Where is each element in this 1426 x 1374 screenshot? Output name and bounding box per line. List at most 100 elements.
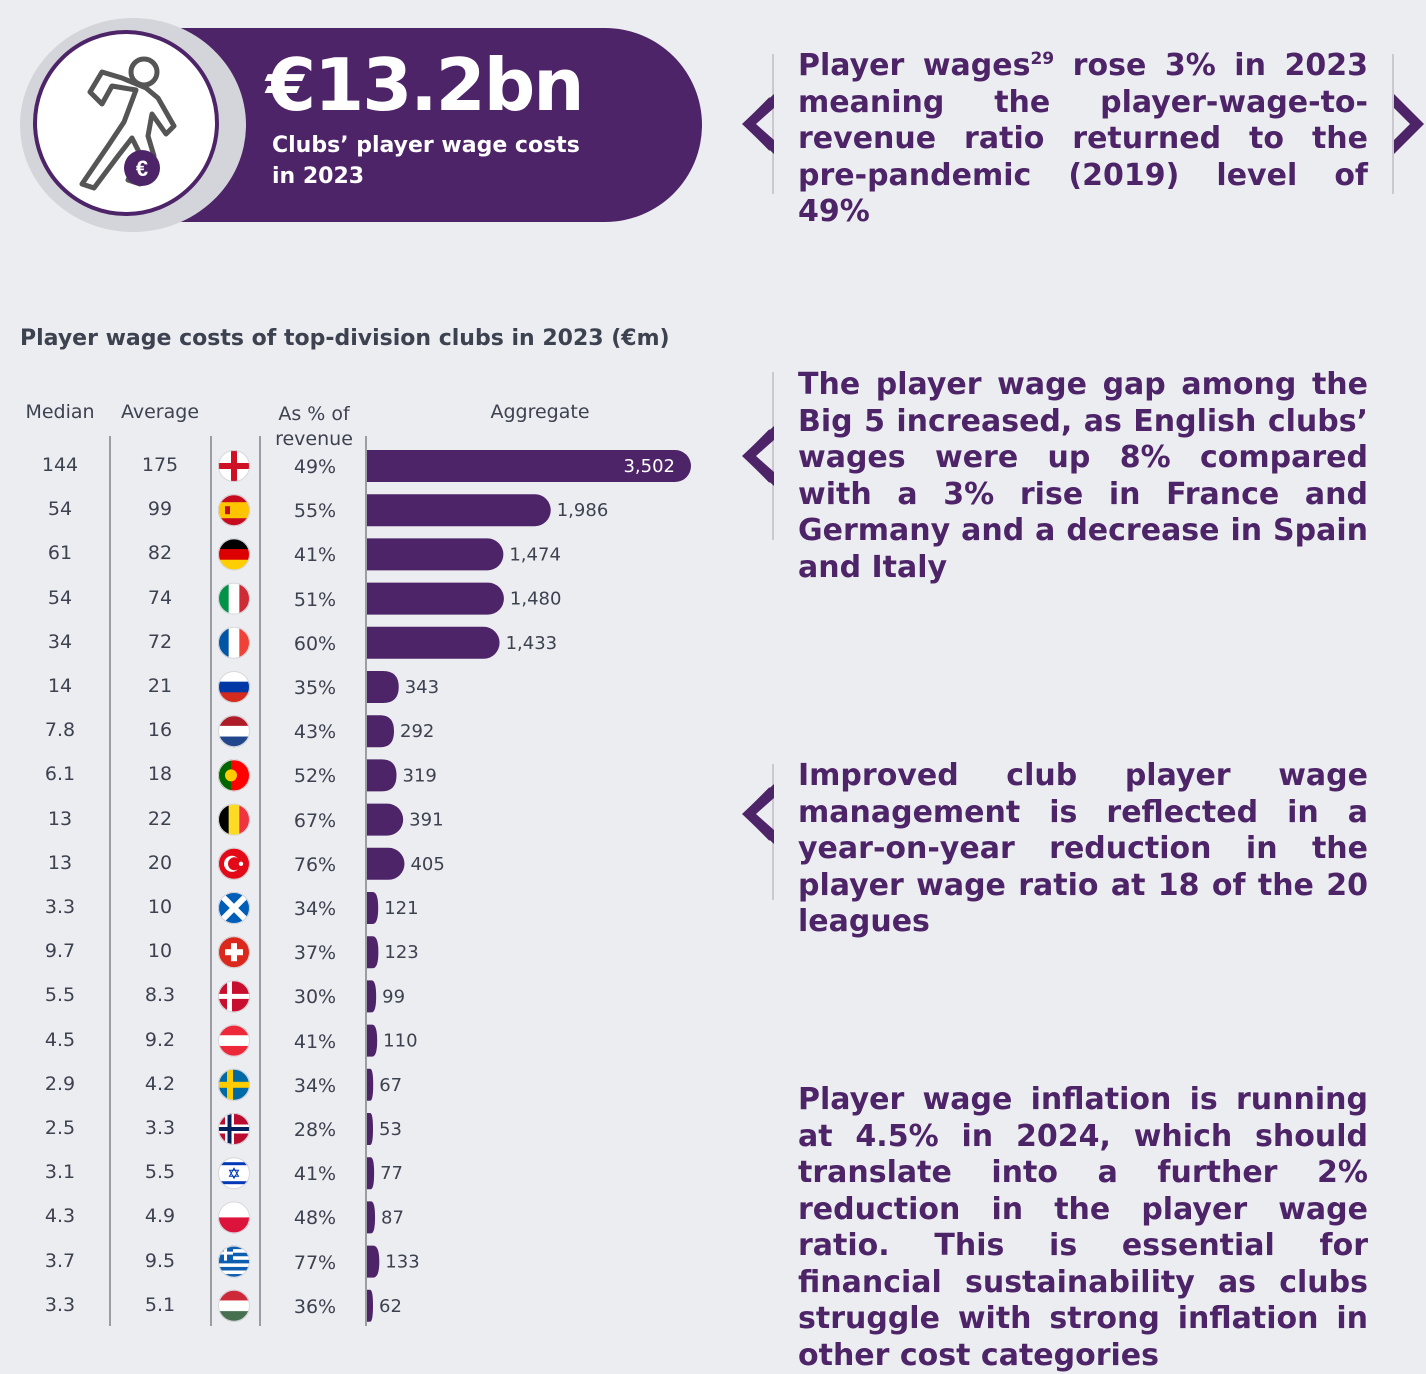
chevron-left-icon	[742, 94, 774, 154]
column-header-median: Median	[25, 401, 95, 423]
cell-average: 9.2	[144, 1028, 176, 1051]
hero-label: Clubs’ player wage costs in 2023	[272, 133, 580, 189]
svg-text:€: €	[136, 156, 148, 181]
aggregate-bar	[367, 715, 395, 748]
bar-value-label: 1,986	[557, 500, 609, 521]
cell-pct: 28%	[293, 1119, 337, 1141]
greece-flag-icon	[218, 1245, 250, 1278]
poland-flag-icon	[218, 1201, 250, 1234]
cell-median: 7.8	[44, 719, 76, 742]
bar-value-label: 121	[384, 898, 418, 919]
cell-pct: 35%	[293, 677, 337, 699]
cell-average: 16	[147, 719, 173, 742]
aggregate-bar	[367, 1024, 378, 1057]
bar-value-label: 53	[379, 1119, 402, 1140]
aggregate-bar	[367, 626, 500, 659]
bar-value-label: 67	[379, 1075, 402, 1096]
cell-average: 21	[147, 675, 173, 697]
france-flag-icon	[218, 626, 250, 659]
israel-flag-icon	[218, 1157, 250, 1190]
aggregate-bar	[367, 803, 404, 836]
cell-pct: 41%	[293, 1030, 337, 1053]
switzerland-flag-icon	[218, 936, 250, 969]
germany-flag-icon	[218, 538, 250, 571]
aggregate-bar	[367, 892, 379, 924]
cell-average: 10	[147, 896, 173, 918]
cell-median: 3.1	[44, 1161, 76, 1184]
cell-average: 99	[147, 498, 173, 521]
norway-flag-icon	[218, 1113, 250, 1145]
aggregate-bar-chart: 3,502 1,986 1,474 1,480 1,433 343 292 319 391 405…	[218, 450, 691, 1322]
cell-pct: 52%	[293, 765, 337, 788]
aggregate-bar	[367, 1157, 375, 1190]
bar-value-label: 77	[380, 1163, 403, 1184]
russia-flag-icon	[218, 671, 250, 703]
bar-value-label: 343	[405, 677, 439, 698]
aggregate-bar	[367, 936, 379, 969]
cell-average: 22	[147, 807, 173, 830]
aggregate-bar	[367, 582, 504, 615]
cell-average: 18	[147, 763, 173, 786]
aggregate-bar	[367, 759, 397, 792]
austria-flag-icon	[218, 1024, 250, 1057]
england-flag-icon	[218, 450, 250, 482]
italy-flag-icon	[218, 582, 250, 615]
cell-median: 13	[47, 851, 73, 874]
chevron-left-icon	[742, 426, 774, 486]
aggregate-bar	[367, 671, 399, 703]
cell-median: 144	[41, 454, 79, 476]
cell-median: 13	[47, 807, 73, 830]
cell-average: 4.9	[144, 1205, 176, 1228]
sweden-flag-icon	[218, 1068, 250, 1101]
cell-median: 3.7	[44, 1249, 76, 1272]
cell-median: 2.9	[44, 1072, 76, 1095]
cell-median: 14	[47, 675, 73, 697]
callout-wage-gap: The player wage gap among the Big 5 incr…	[798, 367, 1368, 585]
aggregate-bar	[367, 1068, 374, 1101]
cell-pct: 51%	[293, 588, 337, 611]
cell-pct: 77%	[293, 1251, 337, 1274]
cell-pct: 37%	[293, 942, 337, 965]
cell-average: 5.5	[144, 1161, 176, 1184]
callout-divider	[1392, 54, 1394, 194]
bar-value-label: 1,474	[509, 544, 561, 565]
cell-pct: 36%	[293, 1295, 337, 1318]
cell-pct: 76%	[293, 853, 337, 876]
bar-value-label: 405	[410, 854, 444, 875]
cell-pct: 49%	[293, 456, 337, 478]
cell-average: 82	[147, 542, 173, 565]
cell-pct: 34%	[293, 898, 337, 920]
cell-pct: 67%	[293, 809, 337, 832]
callout-wage-management: Improved club player wage management is …	[798, 758, 1368, 939]
hungary-flag-icon	[218, 1289, 250, 1322]
cell-average: 5.1	[144, 1293, 176, 1316]
cell-median: 6.1	[44, 763, 76, 786]
bar-value-label: 133	[385, 1252, 419, 1273]
bar-value-label: 87	[381, 1207, 404, 1228]
cell-median: 3.3	[44, 1293, 76, 1316]
cell-median: 61	[47, 542, 73, 565]
cell-average: 72	[147, 630, 173, 653]
chevron-right-icon	[1394, 94, 1424, 154]
cell-median: 5.5	[44, 984, 76, 1007]
cell-pct: 48%	[293, 1207, 337, 1230]
cell-pct: 34%	[293, 1074, 337, 1097]
cell-pct: 41%	[293, 544, 337, 567]
hero-value: €13.2bn	[266, 43, 585, 127]
callout-wage-inflation: Player wage inflation is running at 4.5%…	[798, 1082, 1368, 1373]
column-divider	[109, 436, 111, 1326]
column-header-average: Average	[120, 401, 200, 423]
cell-pct: 55%	[293, 500, 337, 523]
cell-average: 8.3	[144, 984, 176, 1007]
aggregate-bar	[367, 450, 691, 482]
cell-pct: 60%	[293, 632, 337, 655]
spain-flag-icon	[218, 494, 250, 527]
cell-pct: 30%	[293, 986, 337, 1009]
chart-title: Player wage costs of top-division clubs …	[20, 326, 670, 351]
cell-median: 34	[47, 630, 73, 653]
column-header-aggregate: Aggregate	[490, 401, 590, 423]
cell-average: 175	[141, 454, 179, 476]
aggregate-bar	[367, 1245, 380, 1278]
cell-pct: 41%	[293, 1163, 337, 1186]
cell-median: 4.3	[44, 1205, 76, 1228]
